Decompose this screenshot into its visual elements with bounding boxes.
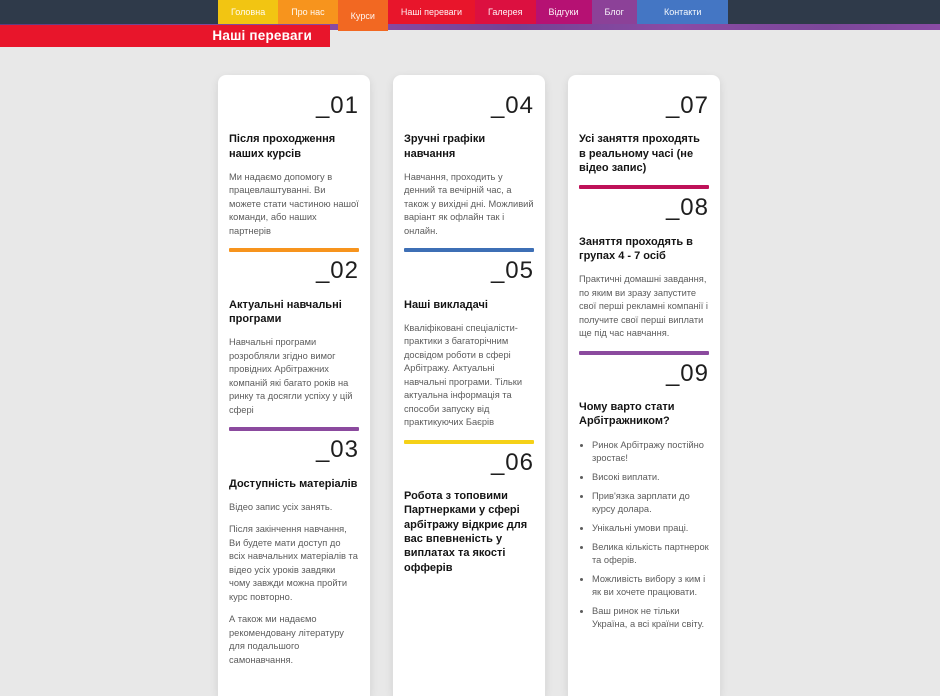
page-heading: Наші переваги	[0, 25, 330, 47]
feature_03: _03 Доступність матеріалів Відео запис усі…	[229, 436, 359, 667]
feature-text: Кваліфіковані спеціалісти-практики з баг…	[404, 323, 523, 428]
nav-tab-3[interactable]: Курси	[337, 0, 388, 31]
nav-tab-6[interactable]: Відгуки	[535, 0, 592, 24]
accent-bar	[579, 185, 709, 190]
feature-text: Практичні домашні завдання, по яким ви з…	[579, 274, 708, 339]
feature-text: Навчання, проходить у денний та вечірній…	[404, 171, 534, 236]
nav-tab-5[interactable]: Галерея	[474, 0, 536, 24]
feature-title: Заняття проходять в групах 4 - 7 осіб	[579, 235, 693, 262]
feature_02: _02 Актуальні навчальні програми Навчальні…	[229, 257, 359, 432]
card-column-2: _04 Зручні графіки навчання Навчання, прох…	[393, 75, 545, 696]
feature_07: _07 Усі заняття проходять в реальному час…	[579, 92, 709, 190]
bullet-list: Ринок Арбітражу постійно зростає! Високі …	[579, 439, 709, 631]
accent-bar	[579, 350, 709, 355]
nav-tab-4[interactable]: Наші переваги	[387, 0, 475, 24]
feature-title: Після проходження наших курсів	[229, 133, 336, 160]
bullet-item: Унікальні умови праці.	[592, 522, 709, 535]
nav-tab-8[interactable]: Контакти	[636, 0, 729, 24]
nav-tab-1[interactable]: Головна	[218, 0, 279, 24]
bullet-item: Прив'язка зарплати до курсу долара.	[592, 490, 709, 516]
feature-title: Актуальні навчальні програми	[229, 298, 342, 326]
feature_05: _05 Наші викладачі Кваліфіковані спеціаліс…	[404, 257, 534, 444]
feature-title: Робота з топовими Партнерками у сфері ар…	[404, 490, 528, 574]
feature-text: Після закінчення навчання, Ви будете мат…	[229, 524, 358, 602]
bullet-item: Високі виплати.	[592, 471, 709, 484]
feature-number: _02	[315, 257, 359, 285]
accent-bar	[404, 439, 534, 444]
feature-title: Усі заняття проходять в реальному часі (…	[579, 133, 700, 174]
feature_04: _04 Зручні графіки навчання Навчання, прох…	[404, 92, 534, 253]
feature-text: Ми надаємо допомогу в працевлаштуванні. …	[229, 171, 359, 236]
feature_08: _08 Заняття проходять в групах 4 - 7 осіб…	[579, 194, 709, 355]
nav-tabs: Головна Про нас Курси Наші переваги Галерея В…	[218, 0, 729, 31]
feature-title: Чому варто стати Арбітражником?	[579, 401, 675, 428]
feature-text: Відео запис усіх занять.	[229, 501, 333, 512]
bullet-item: Велика кількість партнерок та оферів.	[592, 541, 709, 567]
bullet-item: Ринок Арбітражу постійно зростає!	[592, 439, 709, 465]
feature_06: _06 Робота з топовими Партнерками у сфері…	[404, 448, 534, 575]
feature-title: Доступність матеріалів	[229, 477, 358, 490]
bullet-item: Ваш ринок не тільки Україна, а всі країн…	[592, 605, 709, 631]
nav-tab-7[interactable]: Блог	[591, 0, 637, 24]
cards-grid: _01 Після проходження наших курсів Ми нада…	[218, 75, 720, 696]
accent-bar	[229, 248, 359, 253]
feature-number: _07	[665, 92, 709, 119]
feature-title: Зручні графіки навчання	[404, 133, 486, 160]
accent-bar	[404, 248, 534, 253]
feature_09: _09 Чому варто стати Арбітражником? Ринок …	[579, 359, 709, 631]
feature-number: _05	[490, 257, 534, 285]
feature-number: _08	[665, 194, 709, 222]
accent-bar	[229, 427, 359, 432]
feature-text: А також ми надаємо рекомендовану літерат…	[229, 614, 344, 665]
card-column-1: _01 Після проходження наших курсів Ми нада…	[218, 75, 370, 696]
feature_01: _01 Після проходження наших курсів Ми нада…	[229, 92, 359, 253]
bullet-item: Можливість вибору з ким і як ви хочете п…	[592, 573, 709, 599]
nav-tab-2[interactable]: Про нас	[278, 0, 338, 24]
feature-number: _06	[490, 448, 534, 476]
feature-text: Навчальні програми розробляли згідно вим…	[229, 337, 353, 415]
feature-number: _01	[315, 92, 359, 119]
feature-number: _04	[490, 92, 534, 119]
feature-number: _03	[315, 436, 359, 464]
feature-title: Наші викладачі	[404, 298, 488, 311]
feature-number: _09	[665, 359, 709, 387]
card-column-3: _07 Усі заняття проходять в реальному час…	[568, 75, 720, 696]
accent-strip	[0, 24, 940, 30]
